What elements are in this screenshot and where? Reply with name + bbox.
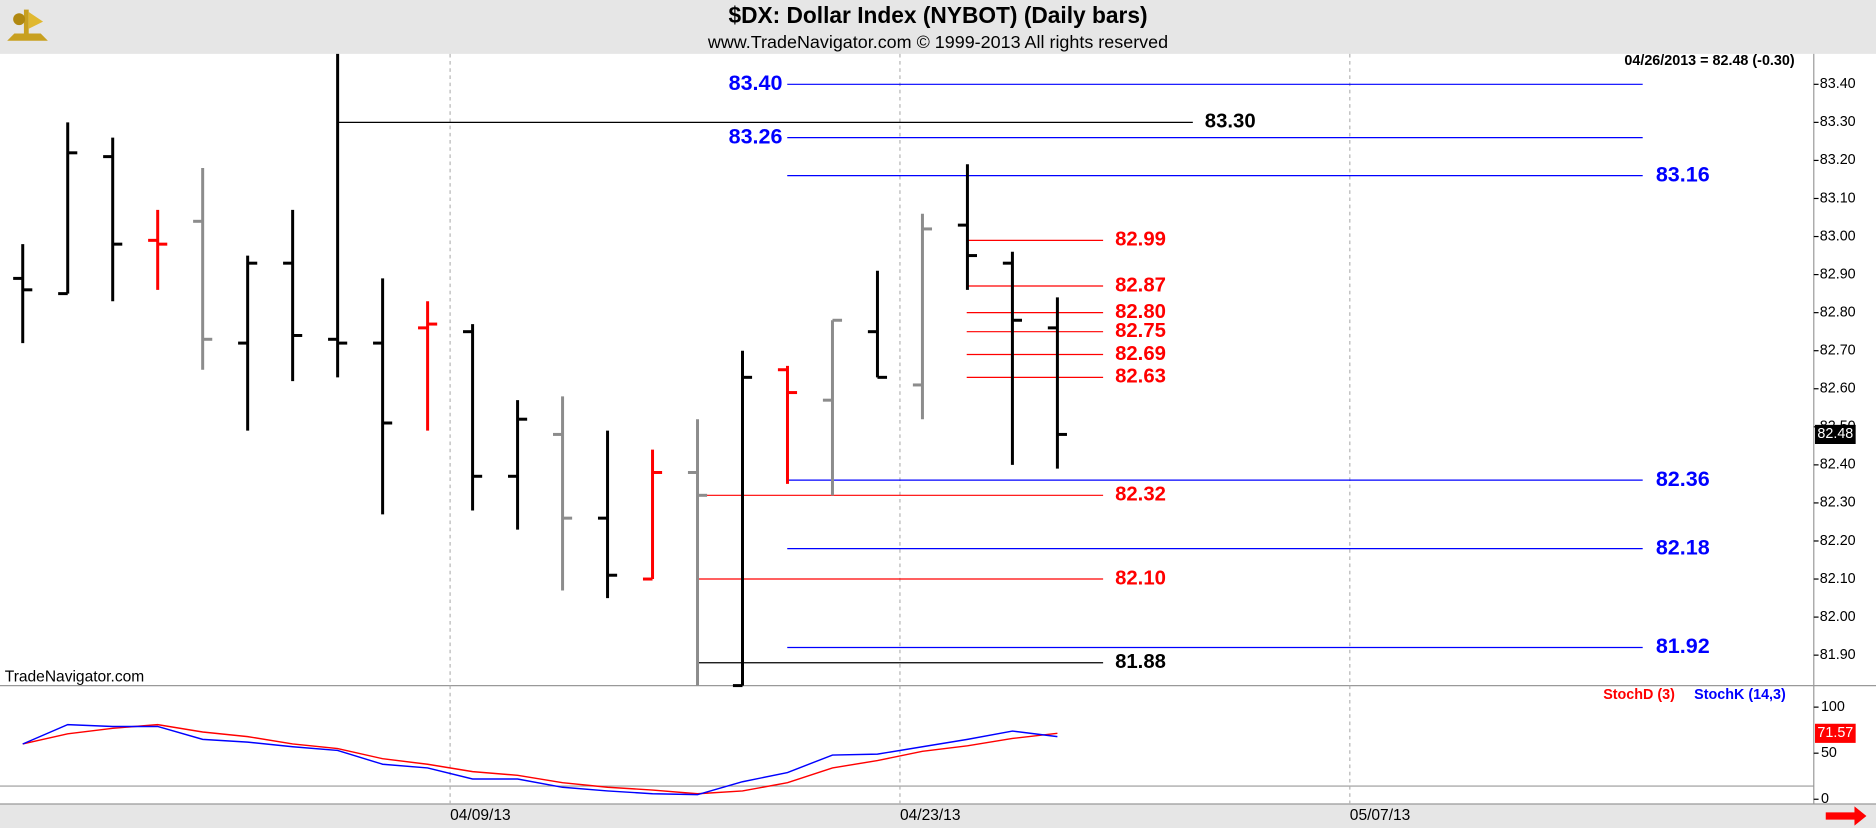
y-tick-label: 82.60 bbox=[1820, 381, 1856, 397]
level-label: 82.10 bbox=[1115, 567, 1166, 589]
level-label: 82.69 bbox=[1115, 343, 1166, 365]
level-label: 82.36 bbox=[1656, 467, 1710, 491]
level-label: 82.75 bbox=[1115, 320, 1166, 342]
level-label: 82.80 bbox=[1115, 301, 1166, 323]
plot-background bbox=[0, 53, 1876, 805]
level-label: 82.99 bbox=[1115, 229, 1166, 251]
level-label: 83.30 bbox=[1205, 111, 1256, 133]
y-tick-label: 50 bbox=[1821, 745, 1837, 761]
y-tick-label: 0 bbox=[1821, 791, 1829, 807]
stoch-line bbox=[22, 723, 1058, 795]
x-tick-label: 04/23/13 bbox=[900, 807, 961, 824]
y-tick-label: 82.30 bbox=[1820, 495, 1856, 511]
y-tick-label: 81.90 bbox=[1820, 647, 1856, 663]
logo bbox=[7, 9, 48, 41]
legend-entry: StochD (3) bbox=[1603, 687, 1675, 703]
y-tick-label: 82.10 bbox=[1820, 571, 1856, 587]
chart-title: $DX: Dollar Index (NYBOT) (Daily bars) bbox=[728, 2, 1147, 28]
y-tick-label: 83.10 bbox=[1820, 190, 1856, 206]
y-tick-label: 82.80 bbox=[1820, 304, 1856, 320]
y-tick-label: 100 bbox=[1821, 699, 1845, 715]
chart-subtitle: www.TradeNavigator.com © 1999-2013 All r… bbox=[707, 32, 1168, 52]
y-tick-label: 83.00 bbox=[1820, 228, 1856, 244]
last-price-label: 82.48 bbox=[1817, 426, 1853, 442]
level-label: 83.40 bbox=[729, 71, 783, 95]
y-tick-label: 83.30 bbox=[1820, 114, 1856, 130]
indicator-value-label: 71.57 bbox=[1817, 725, 1853, 741]
y-tick-label: 82.90 bbox=[1820, 266, 1856, 282]
indicator-value-box bbox=[1814, 723, 1856, 743]
watermark: TradeNavigator.com bbox=[5, 668, 144, 685]
stoch-line bbox=[22, 723, 1058, 796]
y-tick-label: 82.00 bbox=[1820, 609, 1856, 625]
level-label: 81.92 bbox=[1656, 634, 1710, 658]
last-price-box bbox=[1814, 424, 1856, 444]
level-label: 82.63 bbox=[1115, 366, 1166, 388]
level-label: 82.18 bbox=[1656, 535, 1710, 559]
x-tick-label: 05/07/13 bbox=[1350, 807, 1411, 824]
y-tick-label: 82.20 bbox=[1820, 533, 1856, 549]
price-annotation: 04/26/2013 = 82.48 (-0.30) bbox=[1624, 53, 1794, 69]
level-label: 83.26 bbox=[729, 124, 783, 148]
legend-entry: StochK (14,3) bbox=[1694, 687, 1786, 703]
y-tick-label: 82.40 bbox=[1820, 457, 1856, 473]
level-label: 83.16 bbox=[1656, 162, 1710, 186]
y-tick-label: 83.20 bbox=[1820, 152, 1856, 168]
level-label: 82.87 bbox=[1115, 274, 1166, 296]
y-tick-label: 83.40 bbox=[1820, 76, 1856, 92]
x-tick-label: 04/09/13 bbox=[450, 807, 511, 824]
y-tick-label: 82.70 bbox=[1820, 343, 1856, 359]
scroll-arrow[interactable] bbox=[1825, 806, 1867, 826]
level-label: 82.32 bbox=[1115, 484, 1166, 506]
level-label: 81.88 bbox=[1115, 651, 1166, 673]
